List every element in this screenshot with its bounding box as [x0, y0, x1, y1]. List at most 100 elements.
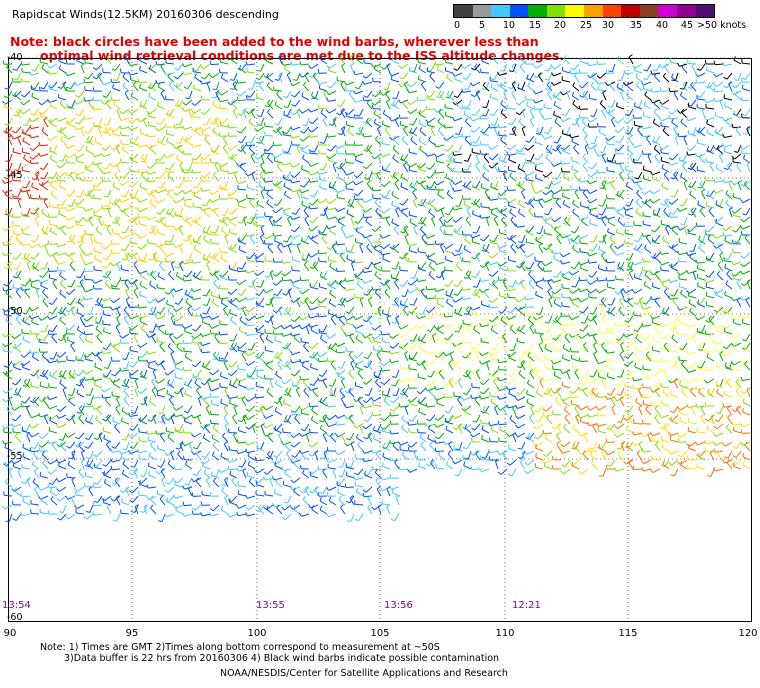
wind-barb-feather [272, 282, 277, 286]
wind-barb [463, 248, 472, 254]
wind-barb [718, 155, 724, 164]
wind-barb-feather [101, 153, 104, 158]
wind-barb [410, 139, 418, 146]
wind-barb [519, 66, 526, 74]
wind-barb-feather [362, 234, 366, 239]
wind-barb [256, 224, 265, 227]
wind-barb [549, 144, 553, 153]
wind-barb-feather [34, 216, 39, 220]
wind-barb [94, 269, 103, 272]
wind-barb-feather [461, 230, 464, 235]
wind-barb [395, 270, 400, 279]
wind-barb-feather [737, 180, 742, 183]
wind-barb [22, 151, 31, 155]
wind-barb [267, 144, 274, 152]
wind-barb [247, 63, 256, 66]
wind-barb-feather [30, 282, 33, 287]
wind-barb-feather [670, 321, 675, 324]
wind-barb [133, 263, 139, 272]
wind-barb [195, 324, 202, 332]
wind-barb [260, 191, 265, 200]
wind-barb-feather [80, 234, 85, 238]
wind-barb-feather [132, 216, 137, 220]
wind-barb [627, 315, 634, 323]
wind-barb-feather [633, 273, 636, 278]
wind-barb [528, 210, 535, 218]
wind-barb-feather [11, 213, 14, 218]
wind-barb-feather [688, 181, 692, 186]
wind-barb-feather [624, 165, 627, 170]
wind-barb-feather [281, 206, 284, 211]
wind-barb-feather [484, 189, 489, 193]
wind-barb-feather [146, 177, 149, 183]
wind-barb [70, 308, 76, 317]
wind-barb-feather [545, 144, 549, 149]
wind-barb-feather [650, 171, 653, 176]
wind-barb [67, 144, 76, 149]
wind-barb [492, 153, 499, 161]
wind-barb [562, 117, 571, 123]
wind-barb [256, 96, 265, 101]
wind-barb-feather [290, 174, 295, 179]
wind-barb-feather [202, 123, 207, 126]
wind-barb [229, 268, 238, 272]
wind-barb [5, 194, 13, 200]
wind-barb-feather [65, 135, 69, 140]
wind-barb [465, 273, 472, 281]
wind-barb [472, 306, 481, 311]
wind-barb-feather [455, 205, 460, 207]
wind-barb-feather [270, 315, 275, 318]
wind-barb-feather [587, 179, 590, 184]
wind-barb [292, 234, 301, 240]
wind-barb-feather [733, 151, 739, 153]
wind-barb-feather [401, 208, 404, 213]
wind-barb [518, 184, 526, 191]
wind-barb-feather [125, 54, 130, 58]
wind-barb-feather [290, 61, 293, 66]
wind-barb [139, 259, 148, 263]
wind-barb [311, 239, 319, 245]
wind-barb [202, 126, 211, 132]
wind-barb [160, 180, 166, 189]
wind-barb [23, 99, 31, 106]
wind-barb-feather [47, 98, 50, 103]
wind-barb-feather [688, 213, 693, 216]
wind-barb [248, 315, 256, 322]
wind-barb-feather [236, 162, 240, 167]
wind-barb-feather [309, 194, 314, 198]
wind-barb-feather [551, 249, 554, 254]
wind-barb-feather [671, 79, 676, 82]
wind-barb-feather [742, 213, 747, 216]
wind-barb-feather [114, 216, 119, 220]
wind-barb-feather [578, 178, 581, 183]
wind-barb [287, 290, 292, 299]
wind-barb-feather [470, 129, 475, 133]
wind-barb-feather [542, 115, 545, 120]
wind-barb [384, 129, 391, 137]
wind-barb-feather [490, 182, 493, 187]
wind-barb-feather [281, 243, 285, 248]
wind-barb-feather [526, 159, 531, 162]
wind-barb [157, 81, 166, 85]
wind-barb-feather [741, 84, 744, 89]
wind-barb [528, 135, 535, 143]
wind-barb-feather [569, 271, 573, 276]
wind-barb [284, 194, 292, 200]
wind-barb-feather [617, 79, 622, 82]
wind-barb [742, 88, 751, 92]
wind-barb-feather [4, 190, 8, 195]
wind-barb-feather [488, 322, 491, 327]
wind-barb [579, 279, 589, 282]
wind-barb [635, 63, 643, 69]
wind-barb-feather [304, 297, 309, 301]
wind-barb-feather [493, 162, 498, 166]
wind-barb [620, 290, 625, 299]
wind-barb-feather [227, 156, 232, 160]
wind-barb-feather [371, 261, 375, 266]
wind-barb-feather [686, 251, 689, 256]
wind-barb [679, 252, 688, 256]
wind-barb-feather [596, 214, 599, 219]
wind-barb-feather [590, 81, 594, 86]
wind-barb [170, 317, 175, 326]
wind-barb-feather [407, 328, 412, 332]
